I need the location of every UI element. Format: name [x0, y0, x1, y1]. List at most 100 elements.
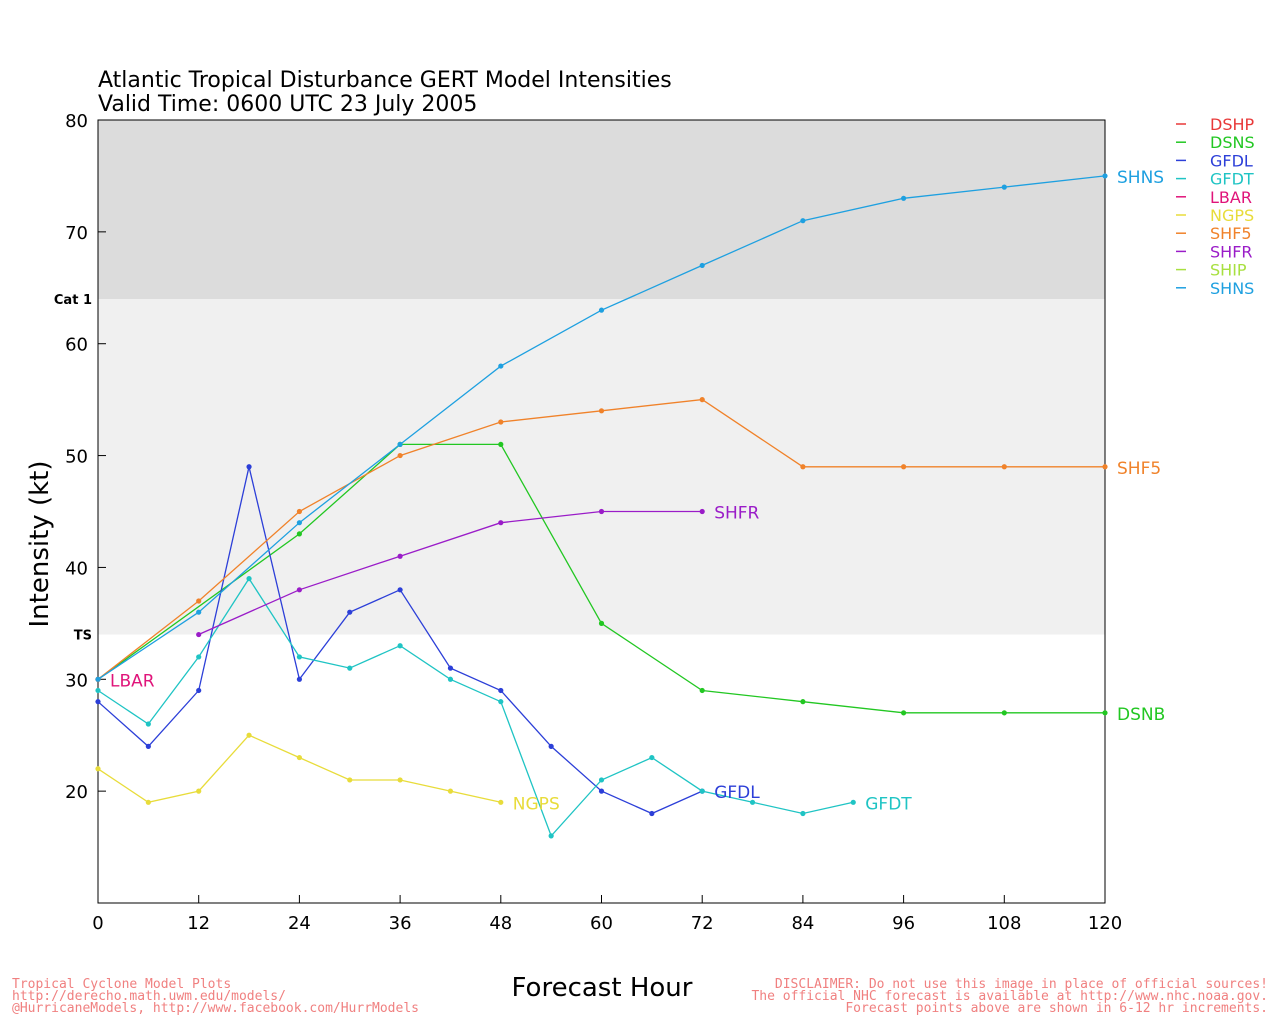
data-point-ngps [296, 754, 302, 761]
end-label-ngps: NGPS [513, 794, 560, 814]
data-point-shf5 [296, 508, 302, 515]
legend-entry-ship: SHIP [1210, 261, 1247, 280]
data-point-shns [1001, 184, 1007, 190]
footer-disclaimer-line: DISCLAIMER: Do not use this image in pla… [775, 977, 1268, 992]
data-point-shf5 [498, 419, 504, 425]
footer-disclaimer-line: Forecast points above are shown in 6-12 … [845, 1001, 1268, 1016]
x-tick-label: 96 [892, 913, 915, 934]
data-point-gfdl [447, 665, 454, 671]
data-point-shf5 [397, 452, 403, 459]
legend-entry-lbar: LBAR [1210, 188, 1252, 207]
end-label-shf5: SHF5 [1117, 459, 1161, 479]
data-point-gfdl [548, 743, 554, 750]
data-point-shns [699, 262, 705, 269]
series-line-ngps [97, 734, 501, 803]
chart-title: Atlantic Tropical Disturbance GERT Model… [98, 68, 672, 93]
data-point-dsns [498, 441, 504, 447]
data-point-gfdt [800, 810, 806, 817]
x-tick-label: 36 [389, 913, 412, 934]
band-label-cat-1: Cat 1 [54, 293, 92, 308]
legend-entry-gfdt: GFDT [1210, 170, 1254, 189]
series-ngps [95, 732, 504, 805]
data-point-gfdl [145, 743, 151, 750]
series-shns [95, 173, 1108, 682]
data-point-shfr [498, 520, 504, 526]
data-point-gfdl [347, 609, 353, 615]
data-point-gfdt [598, 777, 605, 783]
data-point-gfdl [246, 464, 252, 470]
data-point-dsns [699, 687, 705, 694]
footer-credits: Tropical Cyclone Model Plotshttp://derec… [12, 977, 419, 1016]
data-point-ngps [397, 777, 403, 783]
data-point-gfdt [246, 576, 252, 582]
data-point-shns [498, 363, 504, 369]
data-point-dsns [800, 699, 806, 705]
series-end-labels: DSNB GFDL GFDT LBAR NGPS SHF5 SHFR SHNS [110, 168, 1165, 814]
y-tick-label: 50 [65, 447, 88, 468]
chart-subtitle: Valid Time: 0600 UTC 23 July 2005 [98, 92, 477, 117]
data-point-gfdt [296, 654, 302, 660]
x-tick-label: 120 [1088, 913, 1122, 934]
end-label-shns: SHNS [1117, 168, 1164, 188]
data-point-shf5 [699, 397, 705, 403]
series-line-shfr [198, 510, 703, 636]
data-point-gfdl [296, 676, 302, 682]
x-tick-label: 48 [489, 913, 512, 934]
data-point-shf5 [196, 598, 202, 604]
data-point-shfr [296, 587, 302, 593]
y-tick-label: 70 [65, 223, 88, 244]
band-labels: TS Cat 1 [54, 293, 92, 644]
footer-disclaimer: DISCLAIMER: Do not use this image in pla… [751, 977, 1268, 1016]
data-point-ngps [347, 777, 353, 783]
data-point-gfdt [749, 799, 756, 805]
data-point-shf5 [598, 408, 605, 414]
y-tick-label: 40 [65, 558, 88, 579]
data-point-shns [95, 676, 101, 682]
end-label-dsns: DSNB [1117, 705, 1165, 725]
data-point-dsns [1001, 710, 1007, 716]
data-point-gfdt [548, 833, 554, 839]
data-point-gfdt [196, 654, 202, 660]
data-point-shf5 [800, 464, 806, 470]
intensity-bands [98, 120, 1105, 635]
legend-entry-ngps: NGPS [1210, 206, 1254, 225]
data-point-shns [397, 441, 403, 447]
x-tick-label: 24 [288, 913, 311, 934]
data-point-gfdt [699, 788, 705, 794]
data-point-gfdt [397, 643, 403, 649]
legend-entry-dsns: DSNS [1210, 133, 1255, 152]
data-point-dsns [901, 710, 907, 716]
series-gfdl [95, 464, 705, 817]
end-label-shfr: SHFR [714, 504, 759, 524]
data-point-gfdt [145, 721, 151, 727]
end-label-lbar: LBAR [110, 671, 155, 691]
series-line-dsns [97, 443, 1105, 714]
data-point-gfdt [498, 699, 504, 705]
footer-disclaimer-line: The official NHC forecast is available a… [751, 989, 1268, 1004]
data-point-shfr [196, 631, 202, 638]
y-tick-label: 60 [65, 335, 88, 356]
y-tick-label: 20 [65, 782, 88, 803]
legend-entry-shns: SHNS [1210, 279, 1254, 298]
data-point-gfdt [649, 754, 655, 761]
data-point-shfr [598, 508, 605, 515]
x-tick-label: 0 [92, 913, 103, 934]
data-point-ngps [95, 766, 101, 772]
x-tick-label: 60 [590, 913, 613, 934]
data-point-shns [1102, 173, 1108, 179]
y-axis-label: Intensity (kt) [25, 461, 55, 628]
data-point-gfdt [850, 799, 856, 805]
footer-credit-line: Tropical Cyclone Model Plots [12, 977, 231, 992]
series-shfr [196, 508, 705, 638]
data-point-gfdl [397, 587, 403, 593]
band-label-ts: TS [74, 629, 92, 644]
data-point-shns [296, 520, 302, 526]
y-tick-label: 30 [65, 670, 88, 691]
series-line-gfdt [97, 577, 854, 838]
data-point-gfdl [95, 699, 101, 705]
legend-entry-shf5: SHF5 [1210, 224, 1252, 243]
end-label-gfdt: GFDT [865, 794, 912, 814]
x-tick-label: 72 [691, 913, 714, 934]
